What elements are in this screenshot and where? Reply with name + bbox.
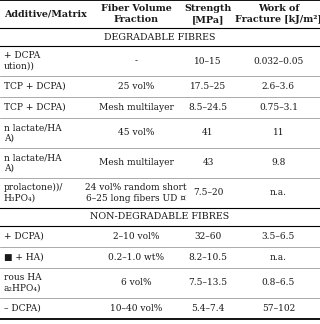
Text: 41: 41 <box>202 129 214 137</box>
Text: 10–15: 10–15 <box>194 56 222 65</box>
Text: 2–10 vol%: 2–10 vol% <box>113 232 159 241</box>
Text: 43: 43 <box>202 158 214 168</box>
Text: Fiber Volume
Fraction: Fiber Volume Fraction <box>100 4 172 24</box>
Text: 0.8–6.5: 0.8–6.5 <box>262 279 295 287</box>
Text: 0.032–0.05: 0.032–0.05 <box>253 56 304 65</box>
Text: Work of
Fracture [kJ/m²]: Work of Fracture [kJ/m²] <box>235 4 320 24</box>
Text: 7.5–20: 7.5–20 <box>193 189 223 198</box>
Text: n.a.: n.a. <box>270 253 287 262</box>
Text: 45 vol%: 45 vol% <box>118 129 154 137</box>
Text: NON-DEGRADABLE FIBRES: NON-DEGRADABLE FIBRES <box>90 213 230 222</box>
Text: Additive/Matrix: Additive/Matrix <box>4 9 87 18</box>
Text: 25 vol%: 25 vol% <box>118 82 154 91</box>
Text: n.a.: n.a. <box>270 189 287 198</box>
Text: rous HA
a₂HPO₄): rous HA a₂HPO₄) <box>4 273 42 293</box>
Text: + DCPA): + DCPA) <box>4 232 44 241</box>
Text: TCP + DCPA): TCP + DCPA) <box>4 82 66 91</box>
Text: – DCPA): – DCPA) <box>4 304 41 313</box>
Text: 24 vol% random short
6–25 long fibers UD ¤: 24 vol% random short 6–25 long fibers UD… <box>85 183 187 203</box>
Text: prolactone))/
H₃PO₄): prolactone))/ H₃PO₄) <box>4 183 63 203</box>
Text: 9.8: 9.8 <box>271 158 285 168</box>
Text: ■ + HA): ■ + HA) <box>4 253 44 262</box>
Text: 7.5–13.5: 7.5–13.5 <box>188 279 228 287</box>
Text: 6 vol%: 6 vol% <box>121 279 151 287</box>
Text: n lactate/HA
A): n lactate/HA A) <box>4 153 61 173</box>
Text: Strength
[MPa]: Strength [MPa] <box>184 4 232 24</box>
Text: 11: 11 <box>273 129 284 137</box>
Text: DEGRADABLE FIBRES: DEGRADABLE FIBRES <box>104 32 216 41</box>
Text: + DCPA
ution)): + DCPA ution)) <box>4 51 40 71</box>
Text: 0.2–1.0 wt%: 0.2–1.0 wt% <box>108 253 164 262</box>
Text: TCP + DCPA): TCP + DCPA) <box>4 103 66 112</box>
Text: 3.5–6.5: 3.5–6.5 <box>262 232 295 241</box>
Text: 17.5–25: 17.5–25 <box>190 82 226 91</box>
Text: 5.4–7.4: 5.4–7.4 <box>191 304 225 313</box>
Text: 10–40 vol%: 10–40 vol% <box>110 304 162 313</box>
Text: 57–102: 57–102 <box>262 304 295 313</box>
Text: n lactate/HA
A): n lactate/HA A) <box>4 123 61 143</box>
Text: 0.75–3.1: 0.75–3.1 <box>259 103 298 112</box>
Text: Mesh multilayer: Mesh multilayer <box>99 103 173 112</box>
Text: 2.6–3.6: 2.6–3.6 <box>262 82 295 91</box>
Text: 8.5–24.5: 8.5–24.5 <box>188 103 228 112</box>
Text: Mesh multilayer: Mesh multilayer <box>99 158 173 168</box>
Text: 32–60: 32–60 <box>194 232 222 241</box>
Text: 8.2–10.5: 8.2–10.5 <box>188 253 228 262</box>
Text: -: - <box>134 56 138 65</box>
